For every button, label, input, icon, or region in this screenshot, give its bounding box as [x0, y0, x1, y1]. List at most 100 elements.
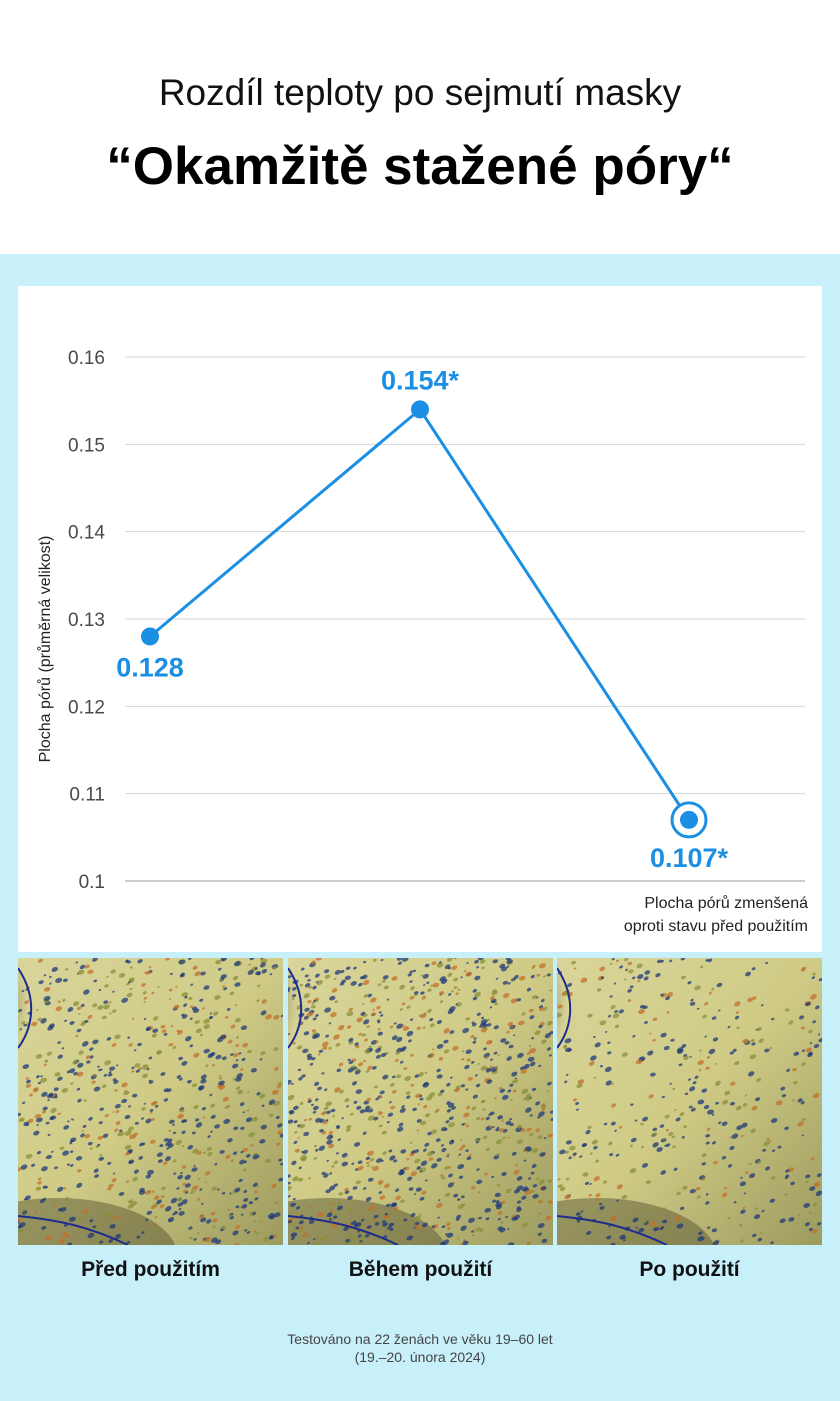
pore-dot: [156, 1050, 162, 1054]
pore-dot: [54, 1096, 58, 1099]
pore-dot: [440, 1144, 445, 1147]
pore-dot: [57, 1076, 63, 1081]
pore-dot: [341, 1152, 348, 1158]
pore-dot: [298, 1166, 302, 1170]
pore-dot: [92, 1003, 98, 1008]
pore-dot: [18, 1008, 23, 1013]
pore-dot: [575, 1101, 580, 1106]
pore-dot: [493, 1051, 498, 1055]
pore-dot: [104, 984, 109, 988]
pore-dot: [272, 1234, 277, 1238]
pore-dot: [138, 1190, 146, 1195]
photo-after: [557, 958, 822, 1245]
pore-dot: [203, 1024, 211, 1030]
pore-dot: [396, 1036, 403, 1043]
pore-dot: [696, 1007, 700, 1010]
pore-dot: [137, 959, 143, 964]
pore-dot: [606, 1235, 612, 1240]
pore-dot: [708, 991, 712, 995]
pore-dot: [418, 1213, 422, 1216]
pore-dot: [98, 1121, 103, 1125]
pore-dot: [291, 997, 295, 1001]
pore-dot: [71, 1118, 74, 1121]
pore-dot: [602, 1180, 608, 1184]
pore-dot: [326, 1212, 333, 1218]
pore-dot: [54, 1166, 58, 1170]
pore-dot: [422, 973, 429, 979]
pore-dot: [477, 958, 484, 961]
pore-dot: [187, 1079, 192, 1084]
pore-dot: [254, 1197, 259, 1201]
pore-dot: [461, 1195, 465, 1199]
pore-dot: [521, 1012, 526, 1016]
pore-dot: [501, 1119, 505, 1122]
pore-dot: [221, 1225, 227, 1230]
pore-dot: [166, 1147, 170, 1150]
pore-dot: [779, 1218, 786, 1224]
pore-dot: [298, 1228, 304, 1233]
pore-dot: [441, 1225, 446, 1229]
pore-dot: [111, 1043, 117, 1047]
pore-dot: [288, 975, 292, 979]
pore-dot: [637, 979, 641, 983]
pore-dot: [704, 1002, 709, 1006]
pore-dot: [630, 1137, 637, 1143]
pore-dot: [513, 1169, 520, 1175]
pore-dot: [752, 1233, 757, 1238]
pore-dot: [514, 1077, 517, 1080]
pore-dot: [711, 1113, 715, 1116]
pore-dot: [416, 1119, 422, 1123]
pore-dot: [629, 985, 634, 989]
pore-dot: [389, 1082, 395, 1087]
pore-dot: [181, 1130, 186, 1134]
pore-dot: [72, 1059, 79, 1065]
pore-dot: [599, 1202, 603, 1206]
pore-dot: [235, 1205, 240, 1209]
pore-dot: [226, 1104, 231, 1108]
pore-dot: [518, 1020, 525, 1026]
pore-dot: [362, 1003, 365, 1005]
pore-dot: [189, 1017, 193, 1020]
pore-dot: [128, 1126, 134, 1132]
footnote-line-2: (19.–20. února 2024): [354, 1349, 486, 1365]
pore-dot: [480, 1025, 484, 1028]
pore-dot: [419, 1170, 423, 1173]
pore-dot: [246, 1231, 251, 1234]
pore-dot: [366, 1161, 370, 1165]
pore-dot: [455, 1003, 458, 1006]
pore-dot: [618, 1009, 624, 1014]
pore-dot: [451, 1106, 456, 1110]
pore-dot: [446, 958, 453, 962]
pore-dot: [360, 1011, 366, 1016]
pore-dot: [557, 1178, 561, 1181]
pore-dot: [223, 987, 228, 991]
pore-dot: [790, 1181, 795, 1186]
pore-dot: [481, 1016, 485, 1020]
pore-dot: [440, 1241, 446, 1245]
pore-dot: [711, 987, 715, 991]
pore-dot: [393, 1159, 398, 1163]
pore-dot: [151, 1226, 157, 1231]
pore-dot: [363, 994, 369, 998]
pore-dot: [51, 966, 58, 972]
pore-dot: [536, 973, 541, 977]
pore-dot: [328, 1218, 333, 1221]
pore-dot: [550, 1117, 553, 1121]
pore-dot: [226, 1008, 231, 1011]
pore-dot: [804, 1222, 810, 1227]
pore-dot: [89, 1055, 94, 1059]
pore-dot: [157, 986, 160, 988]
pore-dot: [47, 1025, 54, 1031]
pore-dot: [615, 1153, 620, 1157]
pore-dot: [489, 1065, 494, 1068]
pore-dot: [479, 959, 486, 964]
pore-dot: [19, 1028, 23, 1031]
pore-dot: [399, 1060, 404, 1064]
pore-dot: [321, 1072, 325, 1075]
pore-dot: [490, 1058, 493, 1061]
pore-dot: [200, 1078, 207, 1084]
pore-dot: [688, 1105, 693, 1109]
pore-dot: [190, 1190, 195, 1195]
pore-dot: [690, 1107, 696, 1112]
pore-dot: [539, 1152, 546, 1157]
